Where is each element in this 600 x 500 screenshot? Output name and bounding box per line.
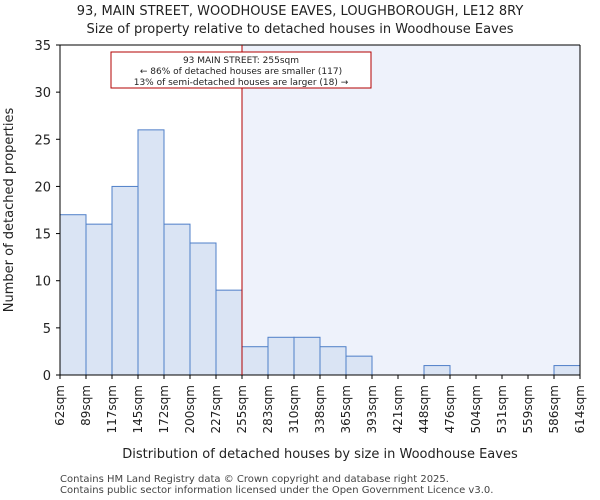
x-tick-label-172sqm: 172sqm bbox=[157, 385, 171, 433]
x-tick-label-338sqm: 338sqm bbox=[313, 385, 327, 433]
x-tick-label-145sqm: 145sqm bbox=[131, 385, 145, 433]
x-tick-label-531sqm: 531sqm bbox=[495, 385, 509, 433]
y-tick-label-10: 10 bbox=[34, 275, 51, 290]
x-tick-label-365sqm: 365sqm bbox=[339, 385, 353, 433]
bar-310sqm bbox=[293, 336, 321, 376]
x-tick-label-89sqm: 89sqm bbox=[79, 385, 93, 426]
annotation-box bbox=[110, 51, 372, 89]
annotation-line-2: ← 86% of detached houses are smaller (11… bbox=[140, 67, 342, 77]
x-tick-label-614sqm: 614sqm bbox=[573, 385, 587, 433]
annotation-line-3: 13% of semi-detached houses are larger (… bbox=[134, 78, 349, 88]
bar-283sqm bbox=[267, 336, 295, 376]
bar-227sqm bbox=[215, 289, 243, 376]
y-tick-label-25: 25 bbox=[34, 133, 51, 148]
x-tick-label-476sqm: 476sqm bbox=[443, 385, 457, 433]
chart-title: 93, MAIN STREET, WOODHOUSE EAVES, LOUGHB… bbox=[76, 4, 524, 19]
y-tick-label-35: 35 bbox=[34, 39, 51, 54]
x-tick-label-283sqm: 283sqm bbox=[261, 385, 275, 433]
bar-338sqm bbox=[319, 346, 347, 376]
bar-200sqm bbox=[189, 242, 217, 376]
y-axis-title: Number of detached properties bbox=[2, 108, 17, 313]
x-tick-label-62sqm: 62sqm bbox=[53, 385, 67, 426]
bar-172sqm bbox=[163, 223, 191, 376]
bar-117sqm bbox=[111, 185, 139, 376]
bar-365sqm bbox=[345, 355, 373, 376]
y-tick-label-30: 30 bbox=[34, 86, 51, 101]
bar-448sqm bbox=[423, 365, 451, 376]
x-tick-label-421sqm: 421sqm bbox=[391, 385, 405, 433]
y-tick-label-15: 15 bbox=[34, 228, 51, 243]
y-tick-label-5: 5 bbox=[43, 322, 51, 337]
x-axis-title: Distribution of detached houses by size … bbox=[122, 447, 518, 462]
x-tick-label-559sqm: 559sqm bbox=[521, 385, 535, 433]
annotation-line-1: 93 MAIN STREET: 255sqm bbox=[183, 56, 299, 66]
x-tick-label-586sqm: 586sqm bbox=[547, 385, 561, 433]
footer-copyright: Contains HM Land Registry data © Crown c… bbox=[60, 474, 449, 485]
footer-licence: Contains public sector information licen… bbox=[60, 485, 494, 496]
bar-255sqm bbox=[241, 346, 269, 376]
x-tick-label-200sqm: 200sqm bbox=[183, 385, 197, 433]
highlight-region bbox=[242, 45, 580, 375]
y-tick-label-0: 0 bbox=[43, 369, 51, 384]
x-tick-label-255sqm: 255sqm bbox=[235, 385, 249, 433]
bar-89sqm bbox=[85, 223, 113, 376]
x-tick-label-310sqm: 310sqm bbox=[287, 385, 301, 433]
x-tick-label-117sqm: 117sqm bbox=[105, 385, 119, 433]
x-tick-label-393sqm: 393sqm bbox=[365, 385, 379, 433]
y-tick-label-20: 20 bbox=[34, 180, 51, 195]
x-tick-label-227sqm: 227sqm bbox=[209, 385, 223, 433]
chart-subtitle: Size of property relative to detached ho… bbox=[86, 22, 514, 37]
bar-586sqm bbox=[553, 365, 581, 376]
x-tick-label-448sqm: 448sqm bbox=[417, 385, 431, 433]
x-tick-label-504sqm: 504sqm bbox=[469, 385, 483, 433]
bar-145sqm bbox=[137, 129, 165, 376]
bar-62sqm bbox=[59, 214, 87, 376]
